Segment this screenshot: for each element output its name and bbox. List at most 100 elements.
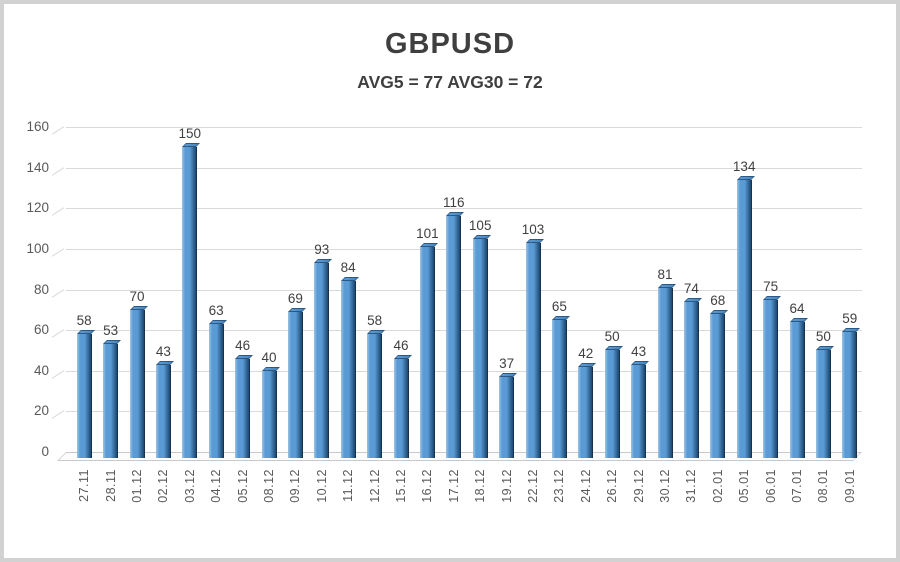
bar-top-face: [340, 277, 359, 282]
bar-top-face: [129, 305, 148, 310]
bar: [235, 354, 254, 458]
y-tick-label: 80: [33, 281, 49, 297]
x-tick-label: 29.12: [631, 469, 646, 503]
x-tick-label: 18.12: [473, 469, 488, 503]
gridline: [66, 370, 862, 372]
bar-top-face: [419, 242, 438, 247]
bar: [446, 212, 465, 458]
x-tick-label: 01.12: [130, 469, 144, 503]
y-tick-label: 20: [33, 403, 49, 419]
bar-value-label: 103: [521, 221, 545, 237]
bar: [103, 340, 122, 458]
y-tick-label: 0: [41, 444, 49, 459]
x-tick-label: 11.12: [341, 469, 356, 502]
bar-value-label: 53: [103, 323, 119, 339]
bar-value-label: 65: [551, 299, 567, 314]
gridline: [66, 208, 862, 210]
x-tick-label: 08.01: [816, 469, 831, 503]
axis-depth-tick: [51, 126, 65, 135]
axis-depth-tick: [51, 410, 65, 420]
bar-value-label: 46: [235, 337, 251, 353]
bar-top-face: [287, 307, 306, 312]
bar-value-label: 134: [732, 158, 756, 174]
x-tick-label: 23.12: [552, 469, 567, 503]
bar: [208, 320, 227, 458]
bar-top-face: [103, 340, 122, 345]
bar-top-face: [446, 212, 465, 217]
bar-value-label: 42: [578, 345, 594, 361]
bar-value-label: 43: [631, 343, 647, 359]
x-tick-label: 16.12: [420, 469, 435, 503]
x-tick-label: 17.12: [446, 469, 461, 503]
bar: [367, 330, 386, 458]
axis-depth-tick: [51, 166, 65, 176]
bar-top-face: [155, 360, 174, 365]
bar: [604, 346, 623, 458]
bar: [736, 175, 755, 458]
bar-top-face: [393, 354, 412, 359]
x-tick-label: 05.01: [737, 469, 752, 503]
bar: [578, 362, 597, 458]
bar: [314, 259, 333, 458]
bar-value-label: 105: [468, 217, 492, 233]
bar-top-face: [472, 234, 491, 239]
x-tick-label: 24.12: [578, 469, 593, 503]
gridline: [66, 127, 862, 128]
x-tick-label: 15.12: [394, 469, 408, 503]
x-tick-label: 06.01: [763, 469, 778, 503]
y-tick-label: 140: [26, 159, 49, 175]
chart-subtitle: AVG5 = 77 AVG30 = 72: [357, 72, 543, 92]
y-tick-label: 60: [33, 322, 49, 338]
bar-top-face: [261, 366, 280, 371]
x-tick-label: 31.12: [684, 469, 699, 503]
y-tick-label: 100: [26, 240, 49, 256]
y-tick-label: 40: [33, 362, 49, 378]
x-tick-label: 26.12: [605, 469, 620, 503]
bar: [287, 307, 306, 458]
bar: [76, 330, 95, 458]
bar-top-face: [208, 320, 227, 324]
y-tick-label: 160: [26, 119, 49, 134]
bar-top-face: [789, 318, 808, 322]
chart-title: GBPUSD: [384, 28, 516, 60]
bar-value-label: 37: [499, 355, 515, 371]
plot-area: 0 20 40 60 80 100 120 140 160 58 27.11 53 28.11 70 01.…: [4, 4, 896, 558]
gridline: [66, 167, 862, 169]
bar-value-label: 93: [314, 242, 330, 258]
bar-value-label: 69: [287, 290, 303, 306]
bar-value-label: 74: [683, 280, 699, 296]
bar: [155, 360, 174, 458]
bar-top-face: [182, 143, 201, 148]
x-tick-label: 09.01: [842, 469, 857, 503]
bar: [815, 346, 834, 458]
bar: [129, 305, 148, 458]
bar-value-label: 58: [76, 313, 92, 329]
bar-value-label: 63: [208, 303, 224, 318]
x-tick-label: 09.12: [288, 469, 303, 503]
x-tick-label: 30.12: [658, 469, 672, 503]
bar-top-face: [842, 328, 861, 333]
bar: [631, 360, 650, 458]
x-tick-label: 28.11: [103, 469, 118, 502]
bar-top-face: [578, 362, 597, 367]
bar-value-label: 81: [657, 266, 673, 282]
y-tick-label: 120: [26, 200, 49, 216]
x-tick-label: 08.12: [262, 469, 276, 503]
bar-top-face: [499, 372, 518, 377]
bar-top-face: [815, 346, 834, 351]
x-tick-label: 10.12: [314, 469, 329, 503]
bar-top-face: [367, 330, 386, 335]
x-tick-label: 04.12: [209, 469, 224, 503]
bar: [419, 242, 438, 458]
bar: [499, 372, 518, 458]
bar: [763, 295, 782, 458]
bar-value-label: 68: [710, 292, 726, 308]
x-tick-label: 03.12: [182, 469, 197, 503]
bar-value-label: 46: [393, 337, 409, 353]
axis-depth-tick: [51, 288, 65, 298]
bar-value-label: 75: [763, 278, 779, 294]
x-tick-label: 12.12: [367, 469, 382, 503]
bar-value-label: 43: [155, 343, 171, 359]
bar-top-face: [551, 316, 570, 320]
